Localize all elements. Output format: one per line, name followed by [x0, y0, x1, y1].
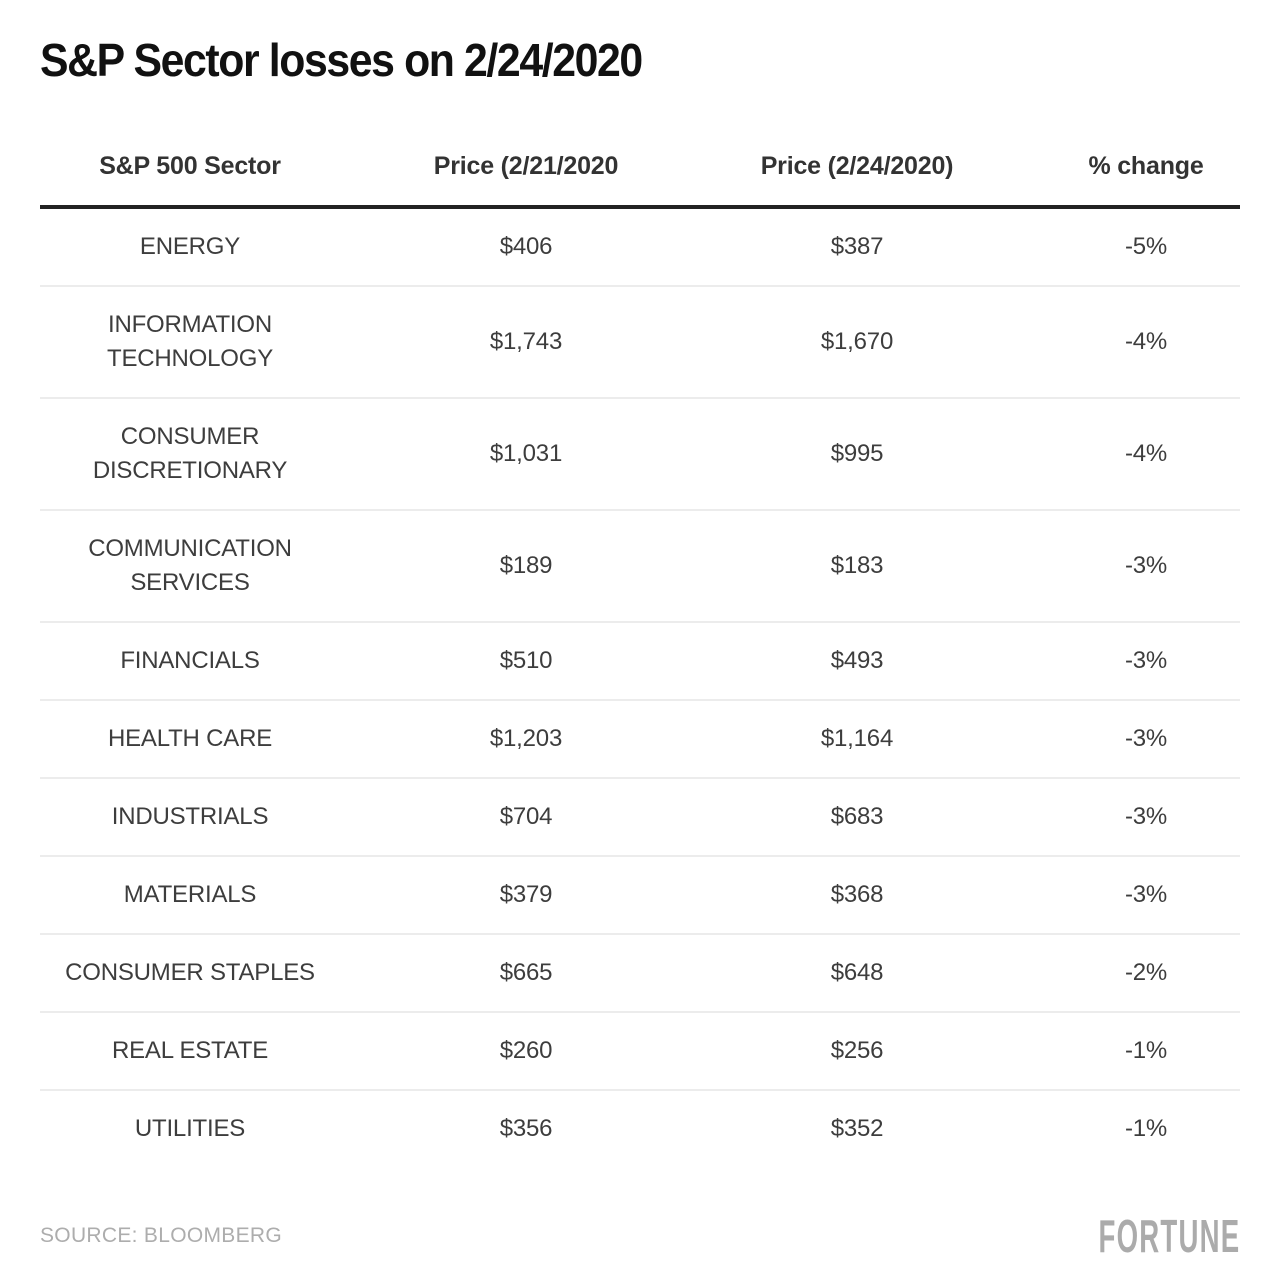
pct-change-cell: -3% [1002, 622, 1240, 702]
table-row: FINANCIALS $510 $493 -3% [40, 622, 1240, 702]
table-row: UTILITIES $356 $352 -1% [40, 1090, 1240, 1167]
price-0221-cell: $189 [340, 510, 712, 624]
sector-cell: HEALTH CARE [40, 700, 340, 780]
sector-losses-table: S&P 500 Sector Price (2/21/2020 Price (2… [40, 122, 1240, 1167]
price-0221-cell: $510 [340, 622, 712, 702]
sector-cell: REAL ESTATE [40, 1012, 340, 1092]
sector-cell: INDUSTRIALS [40, 778, 340, 858]
sector-cell: INFORMATION TECHNOLOGY [40, 286, 340, 400]
table-row: INDUSTRIALS $704 $683 -3% [40, 778, 1240, 858]
price-0224-cell: $352 [830, 1115, 884, 1143]
pct-change-cell: -1% [1002, 1012, 1240, 1092]
price-0221-cell: $1,031 [340, 398, 712, 512]
price-0224-cell: $1,670 [712, 286, 1002, 400]
table-row: CONSUMER DISCRETIONARY $1,031 $995 -4% [40, 398, 1240, 512]
price-0221-cell: $406 [340, 207, 712, 288]
table-row: REAL ESTATE $260 $256 -1% [40, 1012, 1240, 1092]
pct-change-cell: -4% [1002, 286, 1240, 400]
pct-change-cell: -1% [1124, 1115, 1168, 1143]
price-0224-cell: $995 [712, 398, 1002, 512]
pct-change-cell: -3% [1002, 778, 1240, 858]
table-row: HEALTH CARE $1,203 $1,164 -3% [40, 700, 1240, 780]
header-row: S&P 500 Sector Price (2/21/2020 Price (2… [40, 122, 1240, 210]
price-0224-cell: $183 [712, 510, 1002, 624]
table-row: COMMUNICATION SERVICES $189 $183 -3% [40, 510, 1240, 624]
table-header: S&P 500 Sector Price (2/21/2020 Price (2… [40, 122, 1240, 210]
price-0224-cell: $368 [712, 856, 1002, 936]
chart-title: S&P Sector losses on 2/24/2020 [40, 34, 643, 86]
fortune-logo: FORTUNE [1098, 1210, 1240, 1263]
pct-change-cell: -3% [1002, 510, 1240, 624]
pct-change-cell: -3% [1002, 700, 1240, 780]
price-0224-cell: $1,164 [712, 700, 1002, 780]
column-header-price-0221: Price (2/21/2020 [340, 122, 712, 210]
price-0221-cell: $1,203 [340, 700, 712, 780]
sector-cell: ENERGY [40, 207, 340, 288]
column-header-sector: S&P 500 Sector [40, 122, 340, 210]
sector-cell: MATERIALS [40, 856, 340, 936]
price-0221-cell: $665 [340, 934, 712, 1014]
pct-change-cell: -4% [1002, 398, 1240, 512]
price-0221-cell: $379 [340, 856, 712, 936]
column-header-price-0224: Price (2/24/2020) [712, 122, 1002, 210]
table-row: INFORMATION TECHNOLOGY $1,743 $1,670 -4% [40, 286, 1240, 400]
sector-cell: CONSUMER DISCRETIONARY [40, 398, 340, 512]
sector-cell: COMMUNICATION SERVICES [40, 510, 340, 624]
source-credit: SOURCE: BLOOMBERG [40, 1224, 282, 1248]
table-row: MATERIALS $379 $368 -3% [40, 856, 1240, 936]
price-0221-cell: $704 [340, 778, 712, 858]
table-row: CONSUMER STAPLES $665 $648 -2% [40, 934, 1240, 1014]
table-body: ENERGY $406 $387 -5% INFORMATION TECHNOL… [40, 207, 1240, 1167]
sector-cell: UTILITIES [134, 1115, 246, 1143]
table-row: ENERGY $406 $387 -5% [40, 207, 1240, 288]
price-0224-cell: $648 [712, 934, 1002, 1014]
price-0221-cell: $260 [340, 1012, 712, 1092]
price-0224-cell: $387 [712, 207, 1002, 288]
price-0224-cell: $493 [712, 622, 1002, 702]
price-0224-cell: $683 [712, 778, 1002, 858]
price-0221-cell: $356 [499, 1115, 553, 1143]
pct-change-cell: -2% [1002, 934, 1240, 1014]
sector-cell: FINANCIALS [40, 622, 340, 702]
price-0221-cell: $1,743 [340, 286, 712, 400]
pct-change-cell: -3% [1002, 856, 1240, 936]
column-header-pct-change: % change [1002, 122, 1240, 210]
pct-change-cell: -5% [1002, 207, 1240, 288]
price-0224-cell: $256 [712, 1012, 1002, 1092]
chart-footer: SOURCE: BLOOMBERG FORTUNE [40, 1209, 1240, 1263]
sector-cell: CONSUMER STAPLES [40, 934, 340, 1014]
